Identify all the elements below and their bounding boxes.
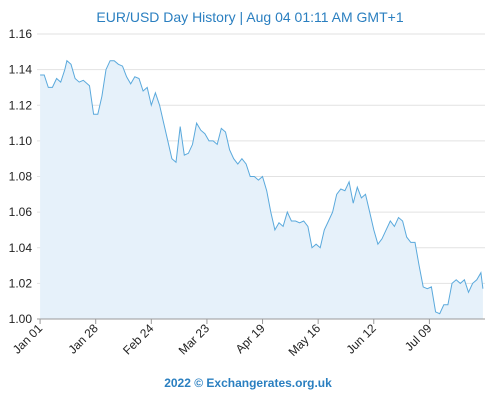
y-tick-label: 1.10 [9, 134, 33, 148]
y-tick-label: 1.14 [9, 63, 33, 77]
y-tick-label: 1.16 [9, 27, 33, 41]
y-tick-label: 1.12 [9, 98, 33, 112]
x-tick-label: Feb 24 [120, 321, 157, 358]
x-tick-label: Jan 01 [10, 321, 46, 357]
x-tick-label: Jul 09 [402, 321, 435, 354]
x-tick-label: Jan 28 [65, 321, 101, 357]
y-tick-label: 1.02 [9, 276, 33, 290]
area [40, 60, 483, 319]
y-tick-label: 1.06 [9, 205, 33, 219]
x-tick-label: May 16 [286, 321, 324, 359]
x-tick-label: Mar 23 [176, 321, 213, 358]
chart-title: EUR/USD Day History | Aug 04 01:11 AM GM… [96, 9, 403, 25]
x-tick-label: Jun 12 [344, 321, 380, 357]
y-tick-label: 1.00 [9, 312, 33, 326]
x-tick-label: Apr 19 [233, 321, 268, 356]
footer: 2022 © Exchangerates.org.uk [164, 376, 332, 390]
y-tick-label: 1.08 [9, 170, 33, 184]
line [40, 59, 484, 315]
y-tick-label: 1.04 [9, 241, 33, 255]
